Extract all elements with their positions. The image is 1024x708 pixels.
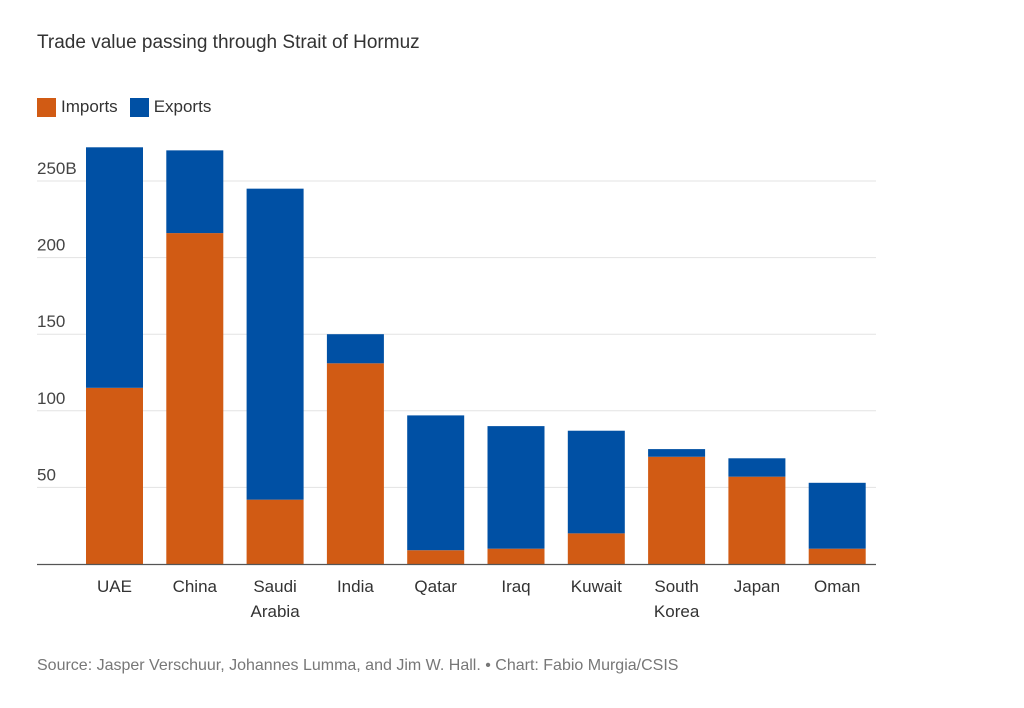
bar-exports-qatar bbox=[407, 415, 465, 551]
legend-swatch-exports bbox=[129, 97, 149, 117]
y-tick-label-50: 50 bbox=[37, 465, 56, 484]
bar-imports-japan bbox=[728, 476, 786, 564]
bar-exports-japan bbox=[728, 458, 786, 477]
legend-swatch-imports bbox=[37, 97, 56, 117]
x-tick-label-oman: Oman bbox=[814, 577, 860, 596]
bar-imports-uae bbox=[86, 387, 143, 564]
y-tick-label-250: 250B bbox=[37, 159, 77, 178]
x-tick-label-saudi-arabia: Saudi Arabia bbox=[251, 577, 301, 621]
legend-item-exports: Exports bbox=[129, 97, 212, 117]
bar-imports-iraq bbox=[487, 548, 545, 564]
bar-imports-india bbox=[326, 363, 384, 564]
chart-title: Trade value passing through Strait of Ho… bbox=[37, 32, 420, 53]
bar-exports-oman bbox=[808, 482, 866, 549]
bar-imports-china bbox=[166, 233, 224, 564]
x-tick-label-south-korea: South Korea bbox=[654, 577, 700, 621]
y-tick-label-150: 150 bbox=[37, 312, 65, 331]
bar-imports-qatar bbox=[407, 550, 465, 564]
x-tick-label-iraq: Iraq bbox=[501, 577, 530, 596]
legend-item-imports: Imports bbox=[37, 97, 118, 117]
legend: Imports Exports bbox=[37, 97, 223, 117]
bar-exports-uae bbox=[86, 147, 143, 388]
bar-exports-iraq bbox=[487, 426, 545, 549]
bar-exports-china bbox=[166, 150, 224, 234]
x-tick-label-japan: Japan bbox=[734, 577, 780, 596]
x-tick-label-china: China bbox=[173, 577, 218, 596]
bar-exports-south-korea bbox=[648, 449, 706, 457]
bar-exports-saudi-arabia bbox=[246, 188, 304, 500]
x-tick-label-uae: UAE bbox=[97, 577, 132, 596]
y-tick-label-100: 100 bbox=[37, 389, 65, 408]
bar-imports-south-korea bbox=[648, 456, 706, 564]
bar-imports-saudi-arabia bbox=[246, 499, 304, 564]
x-tick-label-qatar: Qatar bbox=[414, 577, 457, 596]
legend-label-exports: Exports bbox=[153, 97, 212, 116]
x-tick-label-kuwait: Kuwait bbox=[571, 577, 622, 596]
bar-imports-oman bbox=[808, 548, 866, 564]
bar-exports-kuwait bbox=[567, 430, 625, 534]
legend-label-imports: Imports bbox=[61, 97, 118, 116]
bar-exports-india bbox=[326, 334, 384, 364]
bar-imports-kuwait bbox=[567, 533, 625, 564]
y-tick-label-200: 200 bbox=[37, 236, 65, 255]
source-note: Source: Jasper Verschuur, Johannes Lumma… bbox=[37, 657, 679, 674]
x-tick-label-india: India bbox=[337, 577, 374, 596]
